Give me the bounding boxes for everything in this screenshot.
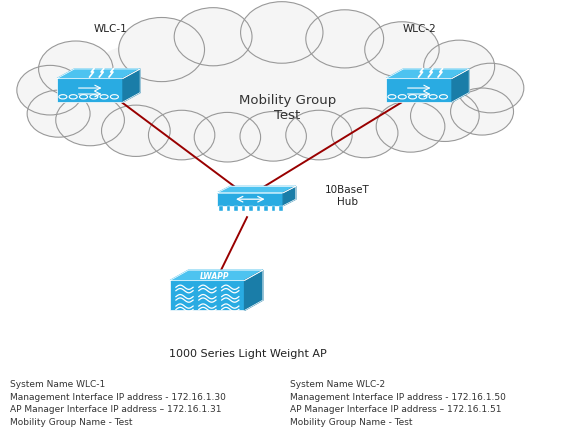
FancyBboxPatch shape [242, 206, 245, 211]
FancyBboxPatch shape [249, 206, 252, 211]
Polygon shape [452, 70, 469, 103]
Circle shape [458, 64, 524, 114]
Text: 1000 Series Light Weight AP: 1000 Series Light Weight AP [168, 348, 327, 358]
Text: WLC-2: WLC-2 [402, 24, 436, 34]
FancyBboxPatch shape [170, 281, 244, 310]
Text: WLC-1: WLC-1 [93, 24, 127, 34]
Circle shape [328, 44, 454, 138]
FancyBboxPatch shape [256, 206, 260, 211]
Circle shape [286, 111, 352, 160]
FancyBboxPatch shape [227, 206, 230, 211]
Text: Mobility Group Name - Test: Mobility Group Name - Test [10, 417, 132, 426]
Text: LWAPP: LWAPP [200, 271, 229, 280]
Text: System Name WLC-2: System Name WLC-2 [290, 379, 385, 388]
Circle shape [27, 91, 90, 138]
FancyBboxPatch shape [272, 206, 275, 211]
Circle shape [162, 36, 299, 138]
Text: System Name WLC-1: System Name WLC-1 [10, 379, 105, 388]
Circle shape [17, 66, 83, 116]
Text: 10BaseT
Hub: 10BaseT Hub [325, 184, 370, 206]
Circle shape [247, 36, 385, 138]
Circle shape [306, 11, 384, 69]
FancyBboxPatch shape [234, 206, 237, 211]
Circle shape [56, 95, 124, 146]
FancyBboxPatch shape [264, 206, 267, 211]
Circle shape [118, 18, 205, 83]
Text: Mobility Group
Test: Mobility Group Test [239, 94, 336, 122]
Circle shape [59, 65, 150, 134]
Circle shape [240, 3, 323, 64]
Text: AP Manager Interface IP address – 172.16.1.31: AP Manager Interface IP address – 172.16… [10, 405, 221, 413]
FancyBboxPatch shape [57, 79, 123, 103]
Circle shape [365, 23, 439, 78]
Circle shape [219, 70, 334, 155]
Circle shape [332, 109, 398, 158]
Circle shape [385, 65, 476, 134]
Circle shape [305, 70, 408, 146]
Text: Management Interface IP address - 172.16.1.50: Management Interface IP address - 172.16… [290, 392, 506, 401]
Circle shape [82, 44, 208, 138]
Text: Management Interface IP address - 172.16.1.30: Management Interface IP address - 172.16… [10, 392, 226, 401]
Polygon shape [244, 270, 263, 310]
Circle shape [240, 112, 306, 162]
Circle shape [174, 9, 252, 67]
FancyBboxPatch shape [217, 194, 283, 206]
Circle shape [411, 91, 479, 142]
Polygon shape [386, 70, 469, 79]
Circle shape [194, 113, 260, 163]
Polygon shape [217, 187, 296, 194]
FancyBboxPatch shape [219, 206, 223, 211]
Circle shape [133, 70, 236, 146]
FancyBboxPatch shape [386, 79, 452, 103]
Circle shape [451, 89, 513, 136]
Polygon shape [283, 187, 296, 206]
Circle shape [102, 106, 170, 157]
Circle shape [376, 101, 445, 153]
Circle shape [424, 41, 494, 94]
FancyBboxPatch shape [279, 206, 283, 211]
Text: AP Manager Interface IP address – 172.16.1.51: AP Manager Interface IP address – 172.16… [290, 405, 502, 413]
Polygon shape [123, 70, 140, 103]
Text: Mobility Group Name - Test: Mobility Group Name - Test [290, 417, 413, 426]
Circle shape [148, 111, 215, 160]
Circle shape [39, 42, 113, 97]
Polygon shape [170, 270, 263, 281]
Polygon shape [57, 70, 140, 79]
